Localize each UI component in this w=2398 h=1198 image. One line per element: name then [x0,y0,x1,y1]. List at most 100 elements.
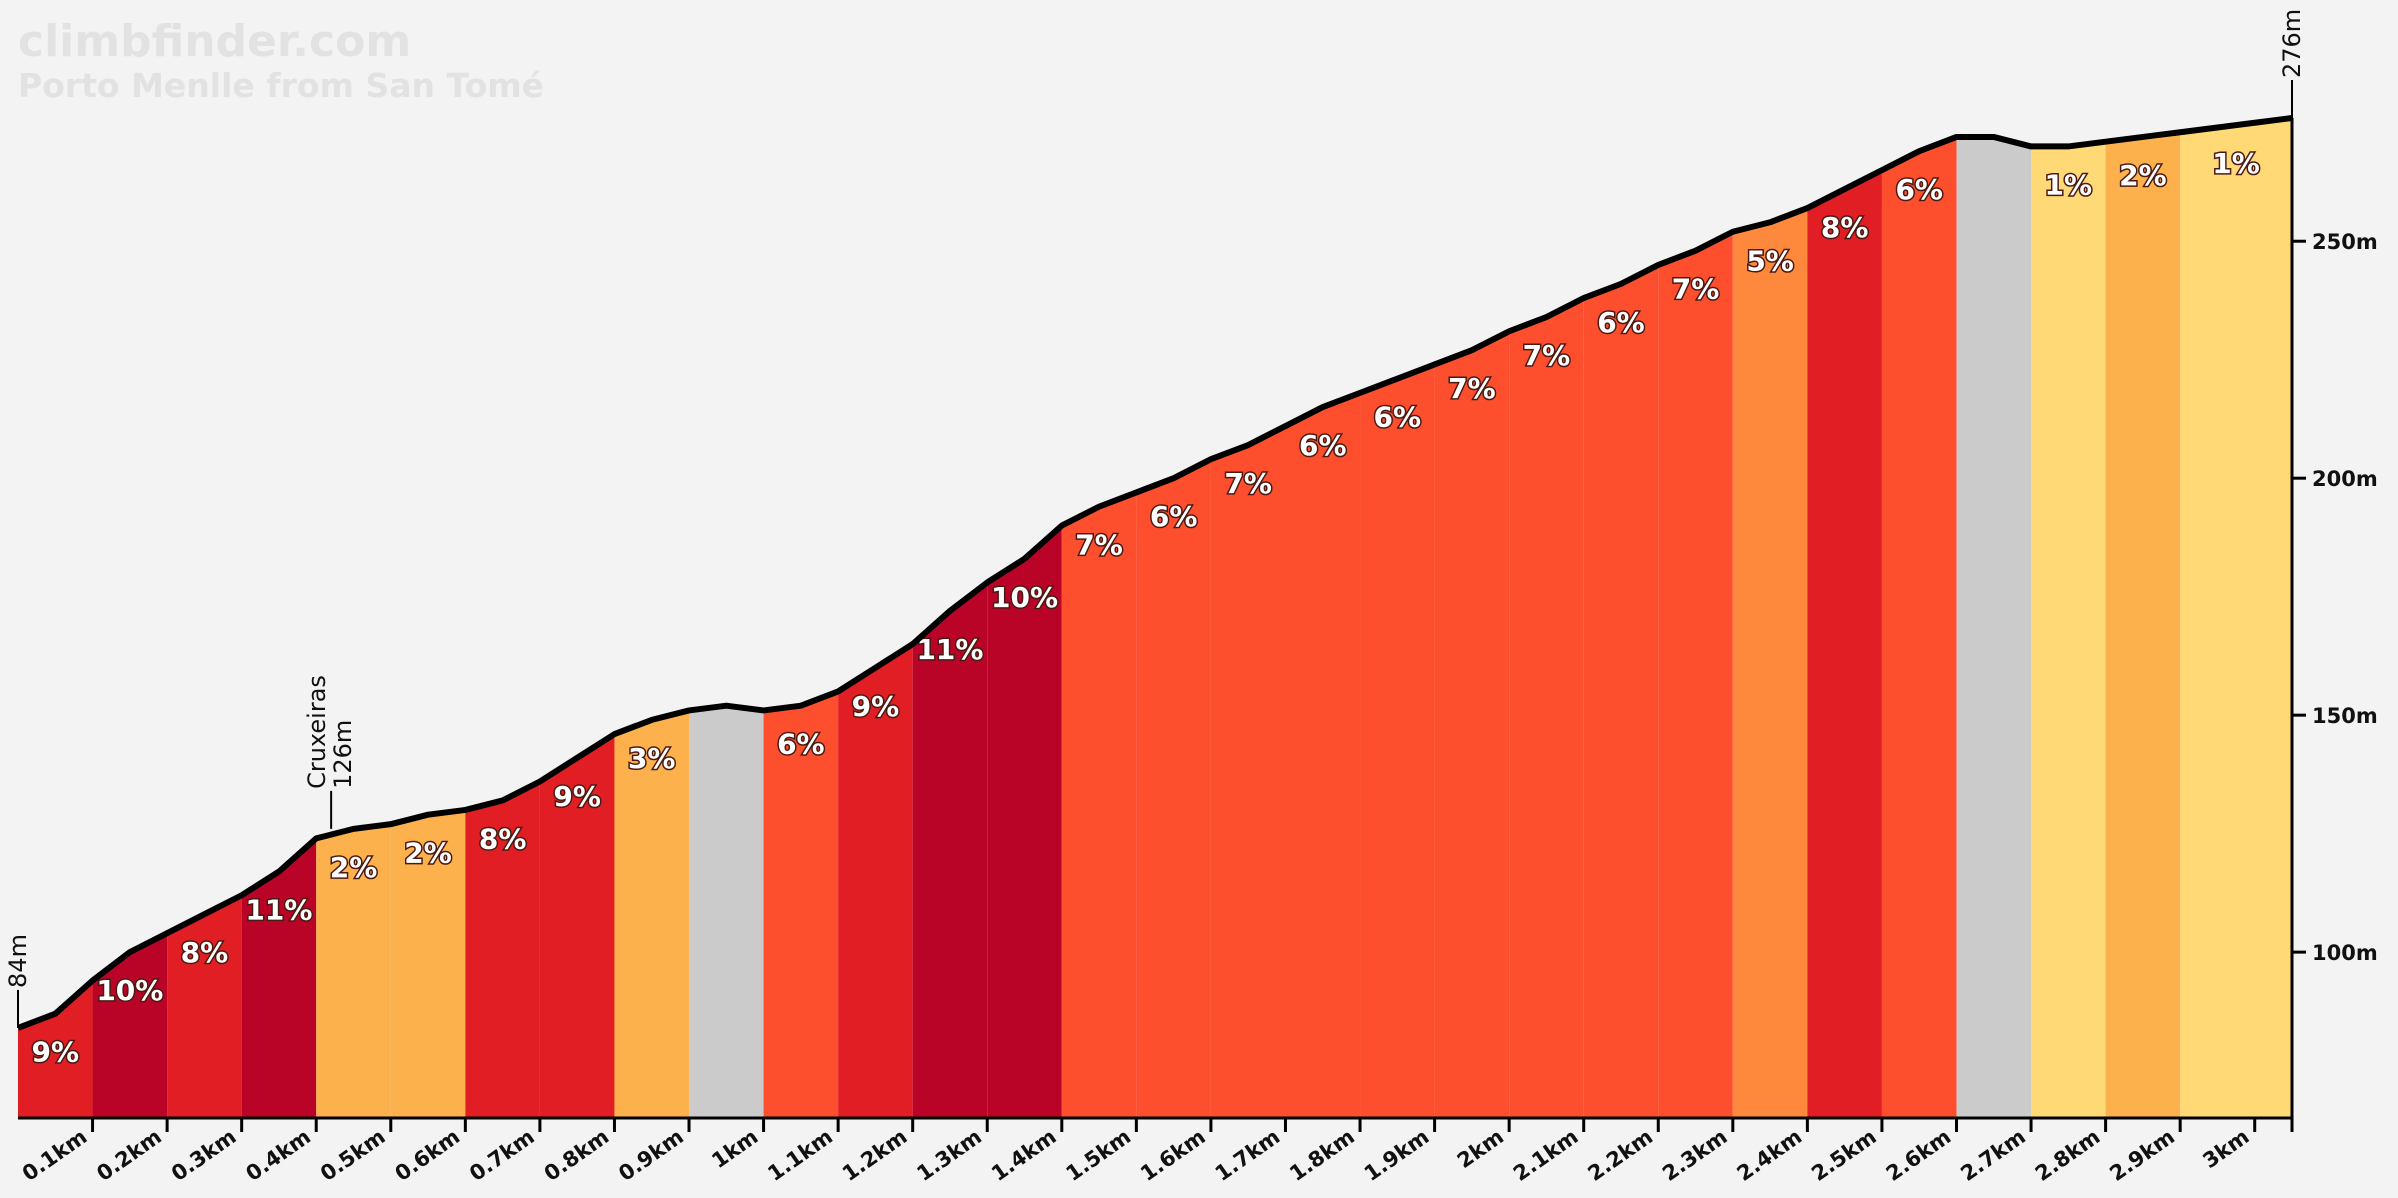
x-tick-label-5: 0.5km [316,1124,390,1186]
gradient-label-12: 9% [852,690,900,723]
x-tick-label-27: 2.7km [1956,1124,2030,1186]
y-tick-label-3: 200m [2312,467,2378,491]
gradient-segment-10 [689,705,764,1118]
x-tick-label-17: 1.7km [1211,1124,1285,1186]
gradient-label-30: 1% [2212,147,2260,180]
gradient-segment-3 [167,895,242,1118]
gradient-label-4: 11% [245,894,312,927]
x-tick-label-13: 1.3km [912,1124,986,1186]
gradient-segment-16 [1136,459,1211,1118]
gradient-segment-2 [92,933,168,1118]
x-tick-label-23: 2.3km [1658,1124,1732,1186]
gradient-label-26: 6% [1895,173,1943,206]
gradient-segment-17 [1210,426,1286,1118]
brand-site: climbfinder.com [18,16,411,67]
x-tick-label-7: 0.7km [465,1124,539,1186]
x-tick-label-19: 1.9km [1360,1124,1434,1186]
gradient-segments: 9%10%8%11%2% 2% 8%9%3% 6%9%11%10%7%6%7%6%6%… [18,118,2292,1119]
gradient-segment-11 [763,691,839,1118]
gradient-segment-28 [2031,141,2106,1119]
gradient-segment-9 [614,710,690,1118]
gradient-label-7: 8% [479,822,527,855]
x-tick-label-29: 2.9km [2105,1124,2179,1186]
x-tick-label-11: 1.1km [763,1124,837,1186]
gradient-segment-18 [1285,392,1361,1118]
gradient-label-23: 7% [1672,273,1720,306]
gradient-label-9: 3% [628,742,676,775]
gradient-segment-12 [838,644,913,1118]
gradient-label-5: 2% [330,851,378,884]
gradient-segment-30 [2180,118,2292,1118]
brand-climb-title: Porto Menlle from San Tomé [18,66,544,105]
y-tick-label-1: 100m [2312,941,2378,965]
gradient-label-17: 7% [1224,467,1272,500]
gradient-label-13: 11% [916,633,983,666]
y-tick-label-4: 250m [2312,230,2378,254]
x-tick-label-30: 3km [2198,1124,2253,1173]
gradient-label-15: 7% [1075,529,1123,562]
gradient-label-20: 7% [1448,372,1496,405]
gradient-segment-22 [1583,264,1659,1118]
y-axis: 100m 150m 200m 250m [2290,118,2378,1118]
gradient-label-11: 6% [777,728,825,761]
gradient-segment-1 [18,980,93,1118]
x-tick-label-15: 1.5km [1062,1124,1136,1186]
x-tick-label-18: 1.8km [1285,1124,1359,1186]
gradient-segment-6 [390,809,466,1118]
gradient-segment-4 [241,838,317,1118]
x-tick-label-26: 2.6km [1882,1124,1956,1186]
x-tick-label-25: 2.5km [1807,1124,1881,1186]
gradient-label-3: 8% [181,936,229,969]
gradient-segment-29 [2105,132,2181,1118]
x-tick-label-21: 2.1km [1509,1124,1583,1186]
x-axis: 0.1km 0.2km 0.3km 0.4km 0.5km 0.6km 0.7km 0.8km… [18,1116,2294,1186]
x-tick-label-12: 1.2km [838,1124,912,1186]
gradient-label-19: 6% [1374,401,1422,434]
x-tick-label-4: 0.4km [241,1124,315,1186]
gradient-label-2: 10% [96,974,163,1007]
gradient-segment-25 [1807,170,1882,1119]
gradient-segment-23 [1658,231,1733,1118]
x-tick-label-9: 0.9km [614,1124,688,1186]
x-tick-label-24: 2.4km [1733,1124,1807,1186]
annotation-elevation-1: 84m [4,934,32,988]
gradient-segment-27 [1956,136,2032,1119]
x-tick-label-16: 1.6km [1136,1124,1210,1186]
gradient-label-1: 9% [32,1036,80,1069]
annotation-name-2: Cruxeiras [303,675,331,789]
gradient-label-21: 7% [1523,339,1571,372]
gradient-label-16: 6% [1150,500,1198,533]
gradient-segment-14 [987,525,1062,1118]
x-tick-label-2: 0.2km [92,1124,166,1186]
gradient-label-8: 9% [553,780,601,813]
gradient-segment-24 [1732,208,1808,1119]
y-tick-label-2: 150m [2312,704,2378,728]
gradient-label-18: 6% [1299,429,1347,462]
x-tick-label-14: 1.4km [987,1124,1061,1186]
gradient-segment-13 [912,582,988,1118]
x-tick-label-20: 2km [1453,1124,1508,1173]
gradient-segment-5 [316,824,391,1118]
gradient-label-29: 2% [2119,159,2167,192]
gradient-segment-21 [1509,298,1584,1118]
gradient-segment-7 [465,781,540,1118]
gradient-segment-26 [1881,136,1957,1119]
gradient-segment-8 [539,734,615,1118]
gradient-label-24: 5% [1746,244,1794,277]
x-tick-label-22: 2.2km [1584,1124,1658,1186]
gradient-segment-15 [1061,492,1137,1118]
x-tick-label-8: 0.8km [540,1124,614,1186]
x-tick-label-1: 0.1km [18,1124,92,1186]
elevation-profile-line [16,115,2293,1031]
x-tick-label-6: 0.6km [391,1124,465,1186]
gradient-segment-19 [1360,364,1435,1118]
gradient-segment-20 [1434,331,1510,1118]
gradient-label-14: 10% [991,581,1058,614]
gradient-label-22: 6% [1597,306,1645,339]
gradient-label-28: 1% [2045,168,2093,201]
x-tick-label-10: 1km [707,1124,762,1173]
x-tick-label-3: 0.3km [167,1124,241,1186]
gradient-label-25: 8% [1821,211,1869,244]
